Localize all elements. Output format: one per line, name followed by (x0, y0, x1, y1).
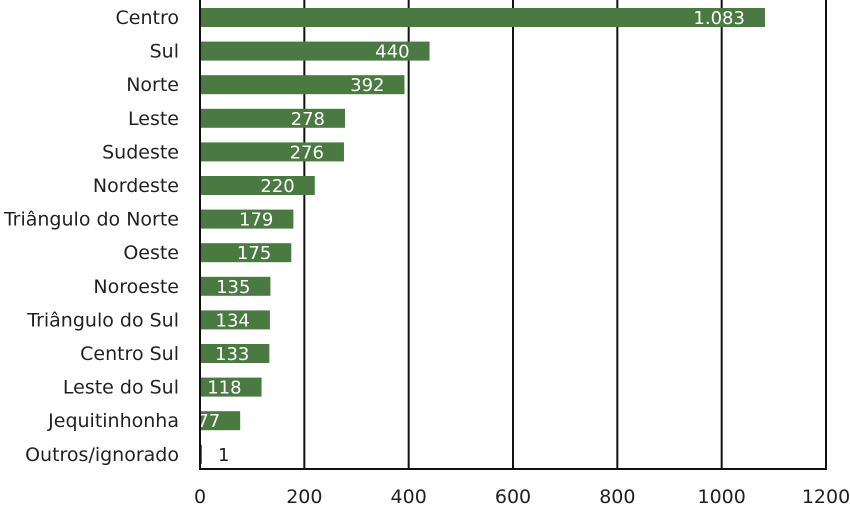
bar-6 (200, 209, 294, 229)
bar-12 (200, 411, 241, 431)
x-tick-labels: 0 200 400 600 800 1000 1200 (194, 486, 850, 507)
value-label: 392 (350, 75, 384, 96)
x-tick-label: 600 (495, 486, 531, 507)
x-tick-label: 1000 (697, 486, 745, 507)
bar-3 (200, 108, 346, 128)
category-label: Norte (126, 74, 179, 96)
category-label: Nordeste (93, 175, 179, 197)
bar-0 (200, 8, 765, 27)
category-label: Noroeste (93, 276, 179, 298)
bars (200, 8, 765, 464)
category-label: Triângulo do Sul (26, 309, 179, 331)
bar-2 (200, 75, 405, 95)
value-label: 276 (290, 142, 324, 163)
value-label: 134 (216, 310, 250, 331)
value-label: 440 (375, 42, 409, 63)
x-tick-label: 1200 (802, 486, 850, 507)
x-tick-label: 0 (194, 486, 206, 507)
category-label: Leste (128, 108, 179, 130)
x-tick-label: 400 (391, 486, 427, 507)
grid-lines (303, 0, 827, 469)
value-label: 1.083 (693, 8, 745, 29)
category-label: Outros/ignorado (25, 444, 179, 466)
bar-7 (200, 243, 292, 263)
bar-4 (200, 142, 344, 162)
bar-1 (200, 41, 430, 61)
category-label: Sudeste (102, 141, 179, 163)
category-label: Leste do Sul (63, 377, 179, 399)
category-label: Centro (116, 7, 179, 29)
category-label: Oeste (123, 242, 179, 264)
value-label: 1 (218, 445, 229, 466)
value-label: 118 (207, 378, 241, 399)
category-label: Triângulo do Norte (3, 209, 179, 231)
x-tick-label: 800 (599, 486, 635, 507)
value-label: 133 (215, 344, 249, 365)
bar-10 (200, 344, 270, 363)
value-label: 179 (239, 210, 273, 231)
bar-8 (200, 276, 271, 296)
value-labels: 1.083 440 392 278 276 220 179 175 135 134 133 118 77… (197, 8, 745, 466)
value-label: 220 (260, 176, 294, 197)
category-label: Sul (150, 41, 179, 63)
value-label: 135 (216, 277, 250, 298)
bar-9 (200, 310, 270, 330)
axes (199, 0, 827, 470)
value-label: 175 (237, 243, 271, 264)
category-labels: Centro Sul Norte Leste Sudeste Nordeste Triâng… (3, 7, 179, 466)
value-label: 278 (291, 109, 325, 130)
bar-11 (200, 377, 262, 397)
category-label: Jequitinhonha (47, 410, 179, 432)
category-label: Centro Sul (80, 343, 179, 365)
value-label: 77 (197, 411, 220, 432)
x-tick-label: 200 (286, 486, 322, 507)
bar-5 (200, 176, 315, 195)
